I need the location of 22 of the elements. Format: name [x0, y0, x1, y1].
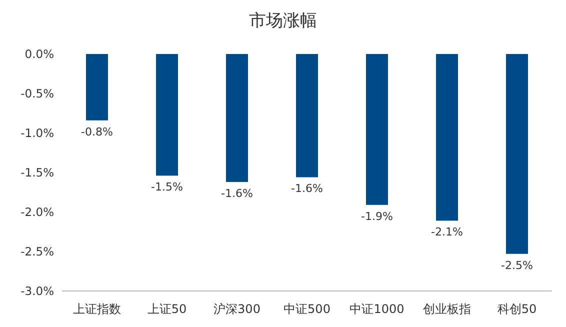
data-label: -1.9% [361, 210, 393, 223]
data-label: -1.6% [291, 182, 323, 196]
x-tick-label: 科创50 [497, 302, 537, 316]
x-tick-label: 上证指数 [73, 302, 121, 316]
data-label: -0.8% [81, 125, 113, 138]
data-label: -1.6% [221, 186, 253, 200]
x-tick-label: 沪深300 [214, 302, 260, 316]
y-tick-label: -3.0% [20, 284, 54, 298]
x-tick-label: 中证1000 [350, 302, 404, 316]
x-tick-label: 上证50 [147, 302, 187, 316]
data-label: -2.1% [431, 226, 463, 239]
x-tick-label: 中证500 [284, 302, 330, 316]
y-tick-label: -2.5% [20, 244, 54, 258]
y-tick-label: -0.5% [20, 86, 54, 100]
y-tick-label: -2.0% [20, 205, 54, 219]
y-tick-label: 0.0% [24, 47, 54, 61]
data-label: -2.5% [501, 258, 533, 272]
data-label: -1.5% [151, 180, 183, 194]
y-tick-label: -1.0% [20, 126, 54, 140]
x-tick-label: 创业板指 [423, 302, 471, 316]
chart-title: 市场涨幅 [249, 11, 317, 31]
y-tick-label: -1.5% [20, 166, 54, 180]
